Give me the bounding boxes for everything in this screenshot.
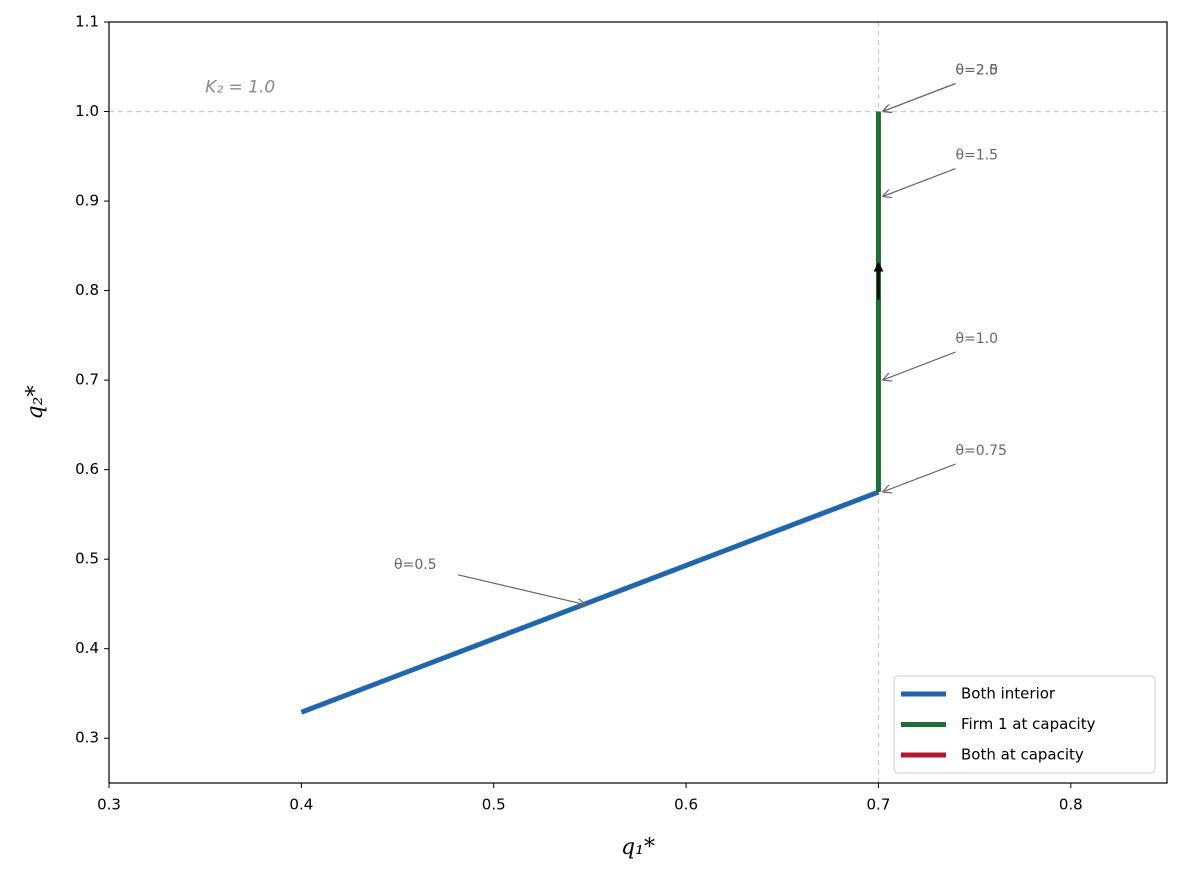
x-tick-label: 0.4 <box>289 796 313 814</box>
annotation-label: θ=2.5 <box>955 63 998 79</box>
y-tick-label: 0.9 <box>75 192 99 210</box>
y-tick-label: 0.4 <box>75 639 99 657</box>
annotation-label: θ=0.5 <box>394 557 437 573</box>
legend-label: Both at capacity <box>961 746 1084 764</box>
series-line <box>300 489 880 715</box>
annotation-label: θ=2.0 <box>955 63 998 79</box>
annotation-arrow <box>882 463 956 492</box>
plot-frame <box>108 21 1168 784</box>
x-tick-label: 0.3 <box>97 796 121 814</box>
annotation-arrow <box>882 168 956 197</box>
x-tick-label: 0.5 <box>482 796 506 814</box>
annotation-arrow <box>882 82 956 112</box>
y-tick-label: 0.8 <box>75 281 99 299</box>
y-tick-label: 1.0 <box>75 102 99 120</box>
y-tick-label: 1.1 <box>75 13 99 31</box>
legend-label: Both interior <box>961 685 1056 703</box>
x-tick-label: 0.8 <box>1059 796 1083 814</box>
annotation-label: θ=1.0 <box>955 331 998 347</box>
annotation-arrow <box>882 351 956 380</box>
annotation-label: θ=1.5 <box>955 148 998 164</box>
y-axis-label: q₂* <box>23 386 48 420</box>
legend-label: Firm 1 at capacity <box>961 715 1096 733</box>
x-axis-label: q₁* <box>621 835 655 860</box>
y-tick-label: 0.3 <box>75 729 99 747</box>
y-tick-label: 0.6 <box>75 460 99 478</box>
x-tick-label: 0.7 <box>867 796 891 814</box>
x-tick-label: 0.6 <box>674 796 698 814</box>
annotation-arrow <box>457 574 586 605</box>
y-tick-label: 0.5 <box>75 550 99 568</box>
legend-box <box>893 675 1156 774</box>
y-tick-label: 0.7 <box>75 371 99 389</box>
capacity-label: K₂ = 1.0 <box>205 77 275 97</box>
annotation-label: θ=0.75 <box>955 443 1006 459</box>
